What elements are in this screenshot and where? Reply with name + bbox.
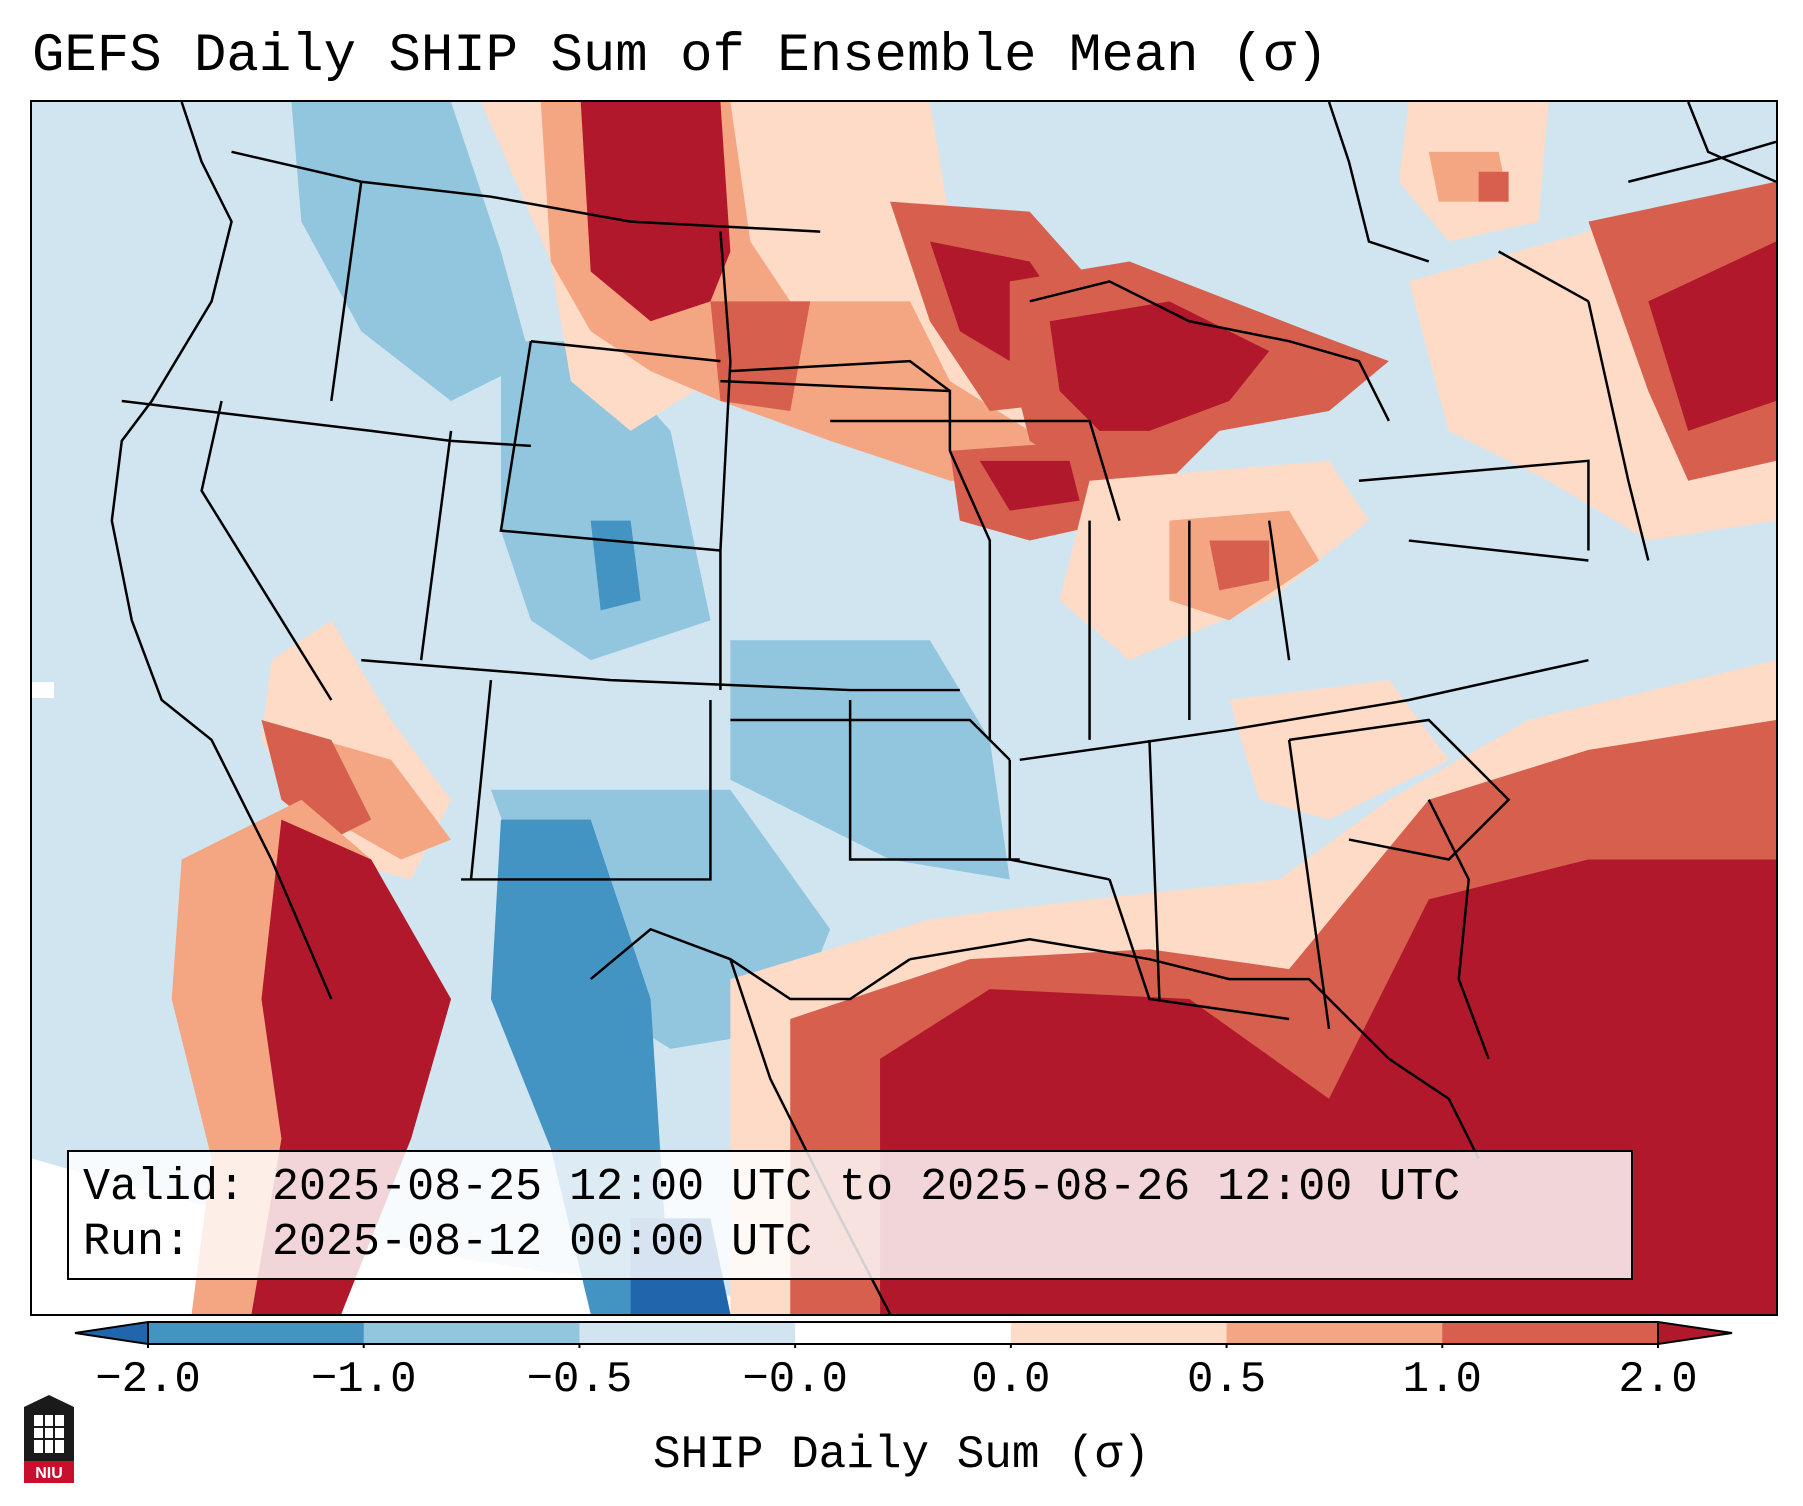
colorbar-tick-label: −2.0 bbox=[95, 1355, 201, 1405]
colorbar-segments bbox=[74, 1320, 1733, 1348]
valid-label: Valid: bbox=[83, 1162, 246, 1213]
colorbar bbox=[74, 1320, 1733, 1348]
field-montana-strong-positive bbox=[580, 102, 731, 322]
colorbar-segment bbox=[1010, 1322, 1228, 1344]
colorbar-tick-label: −0.5 bbox=[526, 1355, 633, 1405]
field-new-england-strong-positive bbox=[1648, 241, 1776, 431]
colorbar-tick-label: 1.0 bbox=[1402, 1355, 1482, 1405]
run-line: Run: 2025-08-12 00:00 UTC bbox=[83, 1215, 1617, 1270]
colorbar-tick-label: −1.0 bbox=[310, 1355, 417, 1405]
map-panel bbox=[30, 100, 1778, 1316]
field-iowa-strong-positive bbox=[979, 460, 1080, 511]
colorbar-segment bbox=[579, 1322, 796, 1344]
colorbar-segment bbox=[363, 1322, 580, 1344]
field-great-lakes-strong-positive bbox=[1049, 301, 1270, 431]
field-socal-positive bbox=[261, 719, 372, 840]
colorbar-tick-label: 2.0 bbox=[1618, 1355, 1698, 1405]
colorbar-label: SHIP Daily Sum (σ) bbox=[653, 1429, 1150, 1481]
valid-line: Valid: 2025-08-25 12:00 UTC to 2025-08-2… bbox=[83, 1160, 1617, 1215]
field-oklahoma-negative bbox=[730, 640, 1010, 880]
colorbar-segment bbox=[1442, 1322, 1659, 1344]
field-carolina-slight-positive bbox=[1229, 680, 1449, 820]
field-colorado-negative bbox=[500, 341, 711, 661]
colorbar-tick-labels: −2.0 −1.0 −0.5 −0.0 0.0 0.5 1.0 2.0 bbox=[0, 1340, 1803, 1420]
valid-run-info-box: Valid: 2025-08-25 12:00 UTC to 2025-08-2… bbox=[67, 1150, 1633, 1280]
field-indiana-positive bbox=[1209, 540, 1270, 591]
colorbar-tick-label: 0.5 bbox=[1186, 1355, 1267, 1405]
colorbar-tick-label: 0.0 bbox=[971, 1355, 1051, 1405]
map-svg bbox=[32, 102, 1776, 1314]
colorbar-segment bbox=[1226, 1322, 1443, 1344]
field-arizona-mild-positive bbox=[321, 739, 452, 860]
university-logo-icon: NIU bbox=[24, 1395, 74, 1483]
colorbar-outline bbox=[147, 1321, 1659, 1345]
logo-text: NIU bbox=[35, 1465, 63, 1482]
run-value: 2025-08-12 00:00 UTC bbox=[272, 1217, 813, 1268]
missing-data-patch bbox=[32, 682, 54, 699]
colorbar-segment bbox=[148, 1322, 365, 1344]
field-idaho-negative bbox=[361, 191, 452, 332]
run-label: Run: bbox=[83, 1217, 192, 1268]
state-borders bbox=[110, 102, 1776, 1314]
valid-value: 2025-08-25 12:00 UTC to 2025-08-26 12:00… bbox=[272, 1162, 1461, 1213]
field-quebec-positive bbox=[1478, 171, 1509, 202]
colorbar-tick-label: −0.0 bbox=[742, 1355, 848, 1405]
chart-title: GEFS Daily SHIP Sum of Ensemble Mean (σ) bbox=[32, 26, 1329, 87]
colorbar-segment bbox=[795, 1322, 1012, 1344]
